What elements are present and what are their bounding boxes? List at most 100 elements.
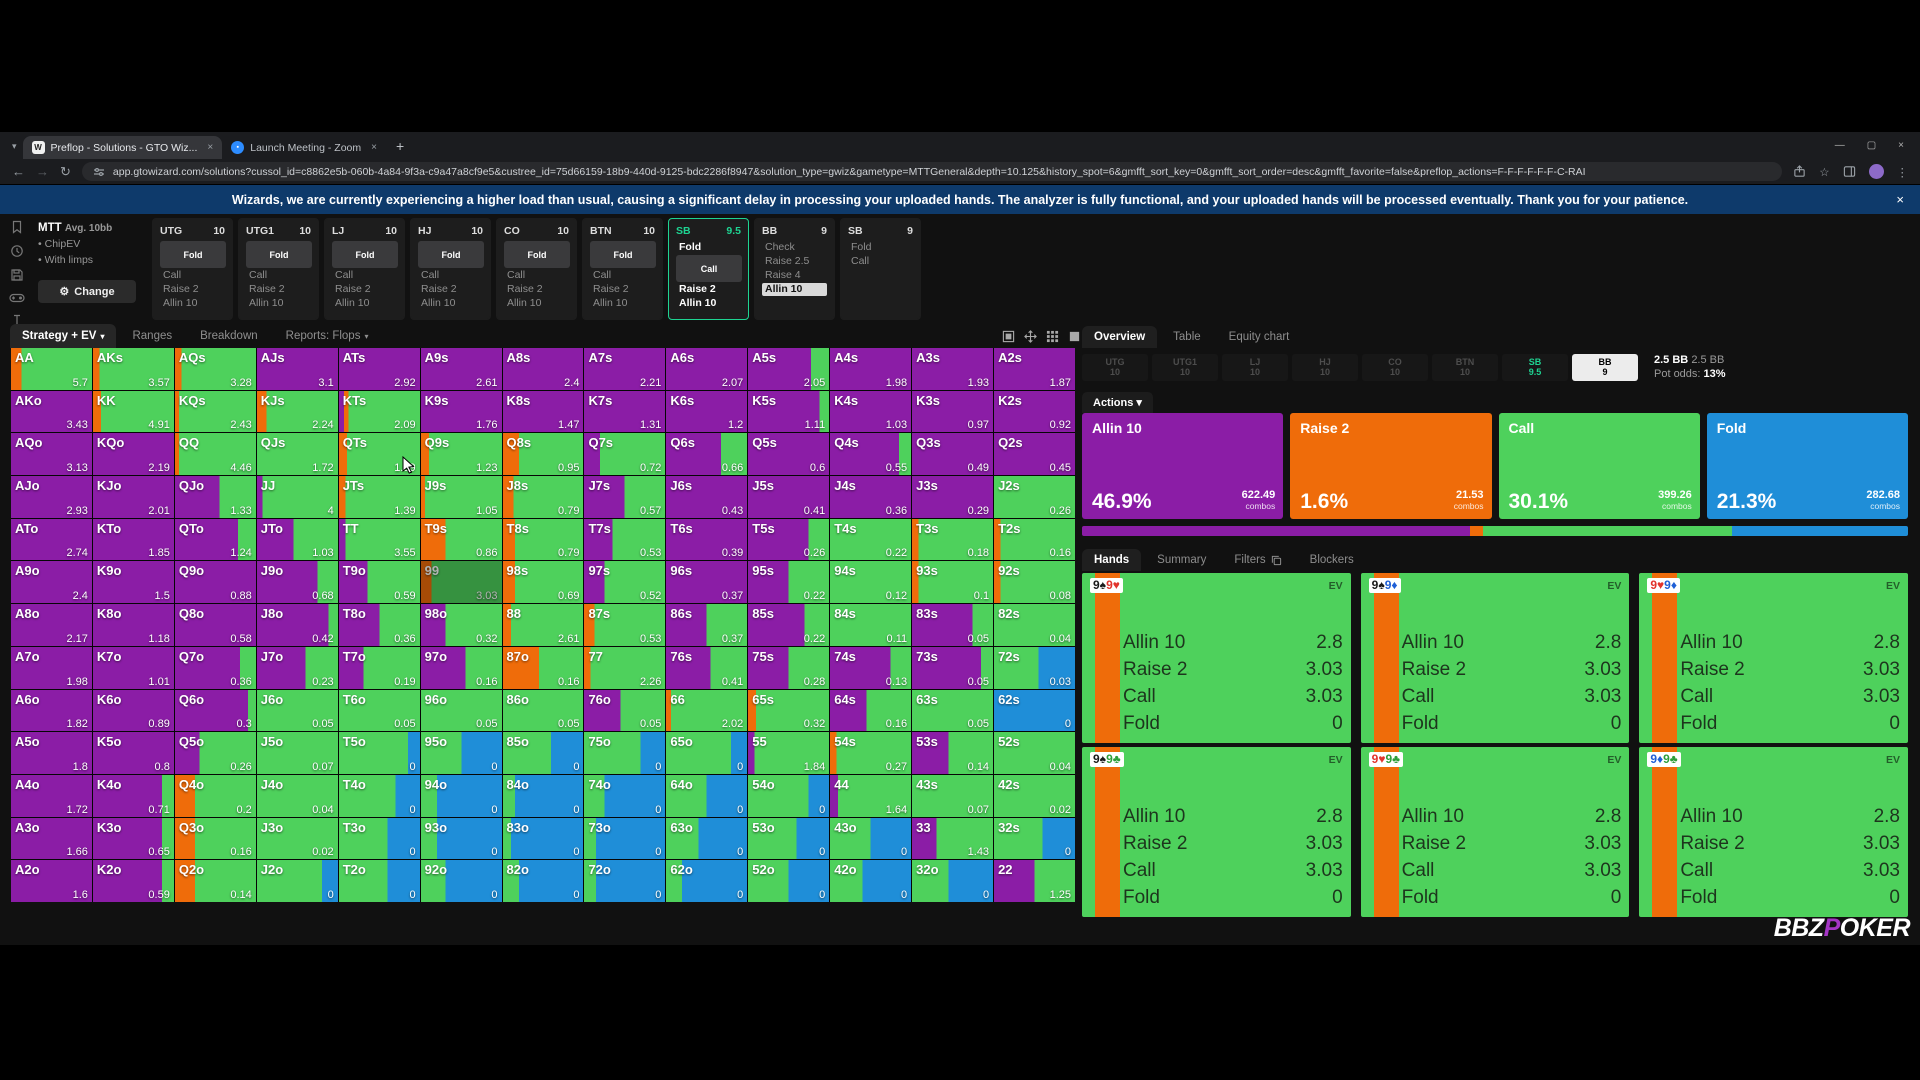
hand-cell-QJo[interactable]: QJo 1.33 bbox=[174, 476, 256, 518]
hand-cell-AKs[interactable]: AKs 3.57 bbox=[92, 348, 174, 390]
position-pill-utg[interactable]: UTG 10 bbox=[1082, 353, 1148, 381]
hand-cell-J7s[interactable]: J7s 0.57 bbox=[584, 476, 666, 518]
hand-cell-K4o[interactable]: K4o 0.71 bbox=[92, 774, 174, 817]
hand-cell-T6o[interactable]: T6o 0.05 bbox=[338, 689, 420, 732]
hand-cell-A5s[interactable]: A5s 2.05 bbox=[748, 348, 830, 390]
hand-cell-T6s[interactable]: T6s 0.39 bbox=[666, 518, 748, 561]
hand-cell-K9s[interactable]: K9s 1.76 bbox=[420, 390, 502, 433]
hand-cell-AJs[interactable]: AJs 3.1 bbox=[256, 348, 338, 390]
hand-cell-K4s[interactable]: K4s 1.03 bbox=[830, 390, 912, 433]
position-pill-utg1[interactable]: UTG1 10 bbox=[1152, 353, 1218, 381]
position-action-fold[interactable]: Fold bbox=[246, 241, 312, 268]
bookmark-star-icon[interactable]: ☆ bbox=[1819, 166, 1830, 179]
site-settings-icon[interactable] bbox=[93, 166, 105, 178]
hand-cell-K7o[interactable]: K7o 1.01 bbox=[92, 646, 174, 689]
position-pill-btn[interactable]: BTN 10 bbox=[1432, 353, 1498, 381]
position-action-allin-10[interactable]: Allin 10 bbox=[507, 297, 542, 309]
position-action-fold[interactable]: Fold bbox=[418, 241, 484, 268]
hand-cell-A6s[interactable]: A6s 2.07 bbox=[666, 348, 748, 390]
hand-cell-Q2s[interactable]: Q2s 0.45 bbox=[994, 433, 1075, 476]
forward-icon[interactable]: → bbox=[36, 164, 49, 179]
position-pill-hj[interactable]: HJ 10 bbox=[1292, 353, 1358, 381]
hand-cell-T2o[interactable]: T2o 0 bbox=[338, 860, 420, 902]
hand-cell-Q7s[interactable]: Q7s 0.72 bbox=[584, 433, 666, 476]
tab-breakdown[interactable]: Breakdown bbox=[200, 330, 258, 342]
hand-cell-T7o[interactable]: T7o 0.19 bbox=[338, 646, 420, 689]
tab-search-icon[interactable]: ▾ bbox=[12, 141, 17, 151]
position-action-raise-2[interactable]: Raise 2 bbox=[593, 283, 629, 295]
hand-cell-A9o[interactable]: A9o 2.4 bbox=[11, 561, 92, 604]
hand-cell-92s[interactable]: 92s 0.08 bbox=[994, 561, 1075, 604]
tab-table[interactable]: Table bbox=[1173, 331, 1201, 343]
hand-cell-T4o[interactable]: T4o 0 bbox=[338, 774, 420, 817]
hand-cell-Q3o[interactable]: Q3o 0.16 bbox=[174, 817, 256, 860]
share-icon[interactable] bbox=[1793, 165, 1806, 178]
hand-cell-T8s[interactable]: T8s 0.79 bbox=[502, 518, 584, 561]
maximize-button[interactable]: ▢ bbox=[1866, 140, 1877, 151]
hand-cell-64s[interactable]: 64s 0.16 bbox=[830, 689, 912, 732]
hand-cell-J6o[interactable]: J6o 0.05 bbox=[256, 689, 338, 732]
position-pill-sb[interactable]: SB 9.5 bbox=[1502, 353, 1568, 381]
position-column-btn[interactable]: BTN 10 Fold Call Raise 2 Allin 10 bbox=[582, 218, 663, 320]
position-column-co[interactable]: CO 10 Fold Call Raise 2 Allin 10 bbox=[496, 218, 577, 320]
position-action-fold[interactable]: Fold bbox=[590, 241, 656, 268]
position-action-raise-2[interactable]: Raise 2 bbox=[335, 283, 371, 295]
hand-cell-AQs[interactable]: AQs 3.28 bbox=[174, 348, 256, 390]
hand-cell-Q5s[interactable]: Q5s 0.6 bbox=[748, 433, 830, 476]
layout-icon[interactable] bbox=[1002, 330, 1015, 343]
hand-cell-95s[interactable]: 95s 0.22 bbox=[748, 561, 830, 604]
hand-cell-96o[interactable]: 96o 0.05 bbox=[420, 689, 502, 732]
hand-cell-KJs[interactable]: KJs 2.24 bbox=[256, 390, 338, 433]
new-tab-button[interactable]: + bbox=[395, 138, 405, 154]
hand-cell-J8s[interactable]: J8s 0.79 bbox=[502, 476, 584, 518]
hand-cell-K3o[interactable]: K3o 0.65 bbox=[92, 817, 174, 860]
position-action-fold[interactable]: Fold bbox=[851, 241, 872, 253]
position-action-allin-10[interactable]: Allin 10 bbox=[249, 297, 284, 309]
position-pill-co[interactable]: CO 10 bbox=[1362, 353, 1428, 381]
hand-cell-85o[interactable]: 85o 0 bbox=[502, 732, 584, 774]
hand-cell-88[interactable]: 88 2.61 bbox=[502, 604, 584, 646]
bookmark-icon[interactable] bbox=[10, 220, 24, 234]
tab-equity-chart[interactable]: Equity chart bbox=[1228, 331, 1290, 343]
hand-cell-42o[interactable]: 42o 0 bbox=[830, 860, 912, 902]
actions-dropdown[interactable]: Actions ▾ bbox=[1082, 392, 1153, 413]
position-action-call[interactable]: Call bbox=[676, 255, 742, 282]
hand-cell-75o[interactable]: 75o 0 bbox=[584, 732, 666, 774]
hand-cell-AQo[interactable]: AQo 3.13 bbox=[11, 433, 92, 476]
hand-cell-AA[interactable]: AA 5.7 bbox=[11, 348, 92, 390]
hand-cell-A4o[interactable]: A4o 1.72 bbox=[11, 774, 92, 817]
hand-cell-J3s[interactable]: J3s 0.29 bbox=[912, 476, 994, 518]
hand-cell-63o[interactable]: 63o 0 bbox=[666, 817, 748, 860]
hand-cell-KK[interactable]: KK 4.91 bbox=[92, 390, 174, 433]
hand-cell-KQo[interactable]: KQo 2.19 bbox=[92, 433, 174, 476]
position-action-fold[interactable]: Fold bbox=[504, 241, 570, 268]
hand-cell-64o[interactable]: 64o 0 bbox=[666, 774, 748, 817]
hand-cell-K2s[interactable]: K2s 0.92 bbox=[994, 390, 1075, 433]
position-column-sb[interactable]: SB 9.5 Fold Call Raise 2 Allin 10 bbox=[668, 218, 749, 320]
position-action-fold[interactable]: Fold bbox=[679, 241, 702, 253]
hand-cell-J3o[interactable]: J3o 0.02 bbox=[256, 817, 338, 860]
hand-cell-94s[interactable]: 94s 0.12 bbox=[830, 561, 912, 604]
hand-cell-QJs[interactable]: QJs 1.72 bbox=[256, 433, 338, 476]
position-column-utg1[interactable]: UTG1 10 Fold Call Raise 2 Allin 10 bbox=[238, 218, 319, 320]
position-column-lj[interactable]: LJ 10 Fold Call Raise 2 Allin 10 bbox=[324, 218, 405, 320]
hand-cell-KJo[interactable]: KJo 2.01 bbox=[92, 476, 174, 518]
position-action-check[interactable]: Check bbox=[765, 241, 795, 253]
hand-cell-J8o[interactable]: J8o 0.42 bbox=[256, 604, 338, 646]
hand-cell-97o[interactable]: 97o 0.16 bbox=[420, 646, 502, 689]
hand-cell-63s[interactable]: 63s 0.05 bbox=[912, 689, 994, 732]
banner-close-icon[interactable]: × bbox=[1896, 192, 1904, 207]
hand-cell-A9s[interactable]: A9s 2.61 bbox=[420, 348, 502, 390]
hand-cell-75s[interactable]: 75s 0.28 bbox=[748, 646, 830, 689]
tab-strategy-ev[interactable]: Strategy + EV ▾ bbox=[10, 324, 117, 348]
hand-cell-T9s[interactable]: T9s 0.86 bbox=[420, 518, 502, 561]
grid-icon[interactable] bbox=[1046, 330, 1059, 343]
hand-cell-Q9o[interactable]: Q9o 0.88 bbox=[174, 561, 256, 604]
hand-cell-K8s[interactable]: K8s 1.47 bbox=[502, 390, 584, 433]
minimize-button[interactable]: — bbox=[1834, 140, 1845, 151]
position-column-utg[interactable]: UTG 10 Fold Call Raise 2 Allin 10 bbox=[152, 218, 233, 320]
position-column-bb[interactable]: BB 9 Check Raise 2.5 Raise 4 Allin 10 bbox=[754, 218, 835, 320]
position-column-hj[interactable]: HJ 10 Fold Call Raise 2 Allin 10 bbox=[410, 218, 491, 320]
hand-cell-J9o[interactable]: J9o 0.68 bbox=[256, 561, 338, 604]
hand-cell-94o[interactable]: 94o 0 bbox=[420, 774, 502, 817]
